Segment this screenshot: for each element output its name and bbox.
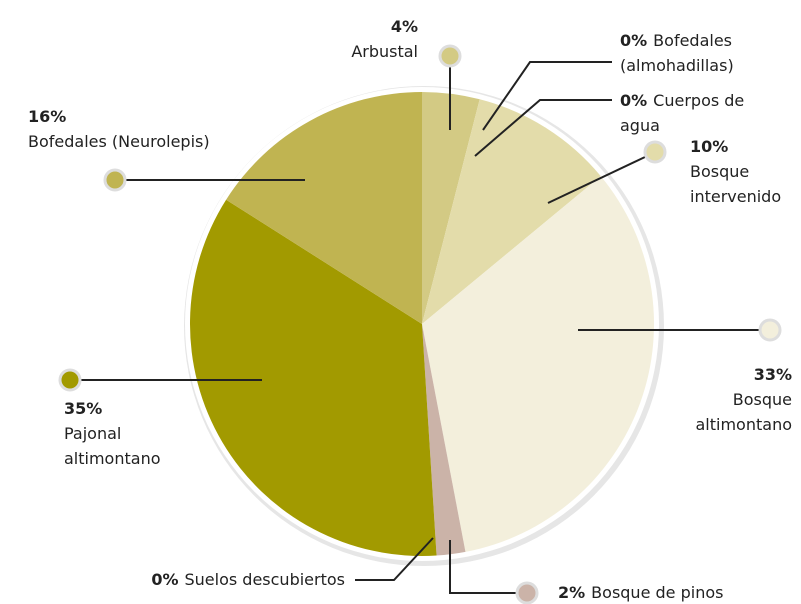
legend-dot bbox=[103, 168, 127, 192]
pie-slice bbox=[422, 99, 601, 325]
legend-dot bbox=[758, 318, 782, 342]
category-label: Bosque de pinos bbox=[591, 583, 724, 602]
category-label: Bosque altimontano bbox=[695, 390, 793, 434]
category-label: Pajonal altimontano bbox=[64, 424, 161, 468]
leader-line bbox=[355, 537, 434, 581]
pie-slice bbox=[422, 92, 480, 324]
leader-line bbox=[547, 156, 646, 204]
leader-line bbox=[482, 61, 612, 131]
leader-line bbox=[474, 99, 612, 157]
legend-dot bbox=[58, 368, 82, 392]
category-label: Bofedales (Neurolepis) bbox=[28, 132, 210, 151]
slice-label: 33% Bosque altimontano bbox=[640, 362, 793, 437]
value-label: 0% bbox=[620, 91, 648, 110]
category-label: Bofedales (almohadillas) bbox=[620, 31, 734, 75]
value-label: 0% bbox=[620, 31, 648, 50]
pie-slice bbox=[190, 199, 437, 557]
leader-line bbox=[449, 540, 527, 594]
pie-slice bbox=[422, 324, 466, 556]
value-label: 16% bbox=[28, 107, 67, 126]
slice-label: 16% Bofedales (Neurolepis) bbox=[28, 104, 288, 154]
value-label: 33% bbox=[753, 365, 792, 384]
value-label: 10% bbox=[690, 137, 729, 156]
slice-label: 2% Bosque de pinos bbox=[558, 580, 798, 604]
category-label: Suelos descubiertos bbox=[184, 570, 346, 589]
slice-label: 0% Bofedales (almohadillas) bbox=[620, 28, 790, 78]
pie-slice bbox=[226, 92, 422, 324]
value-label: 2% bbox=[558, 583, 586, 602]
slice-label: 10% Bosque intervenido bbox=[690, 134, 800, 209]
slice-label: 0% Suelos descubiertos bbox=[60, 567, 345, 592]
value-label: 0% bbox=[151, 570, 179, 589]
legend-dot bbox=[438, 44, 462, 68]
legend-dot bbox=[515, 581, 539, 604]
legend-dot bbox=[643, 140, 667, 164]
category-label: Cuerpos de agua bbox=[620, 91, 745, 135]
category-label: Arbustal bbox=[351, 42, 418, 61]
slice-label: 35% Pajonal altimontano bbox=[64, 396, 214, 471]
slice-label: 0% Cuerpos de agua bbox=[620, 88, 760, 138]
value-label: 35% bbox=[64, 399, 103, 418]
value-label: 4% bbox=[390, 17, 418, 36]
slice-label: 4% Arbustal bbox=[300, 14, 418, 64]
pie-slice bbox=[422, 176, 654, 552]
category-label: Bosque intervenido bbox=[690, 162, 782, 206]
